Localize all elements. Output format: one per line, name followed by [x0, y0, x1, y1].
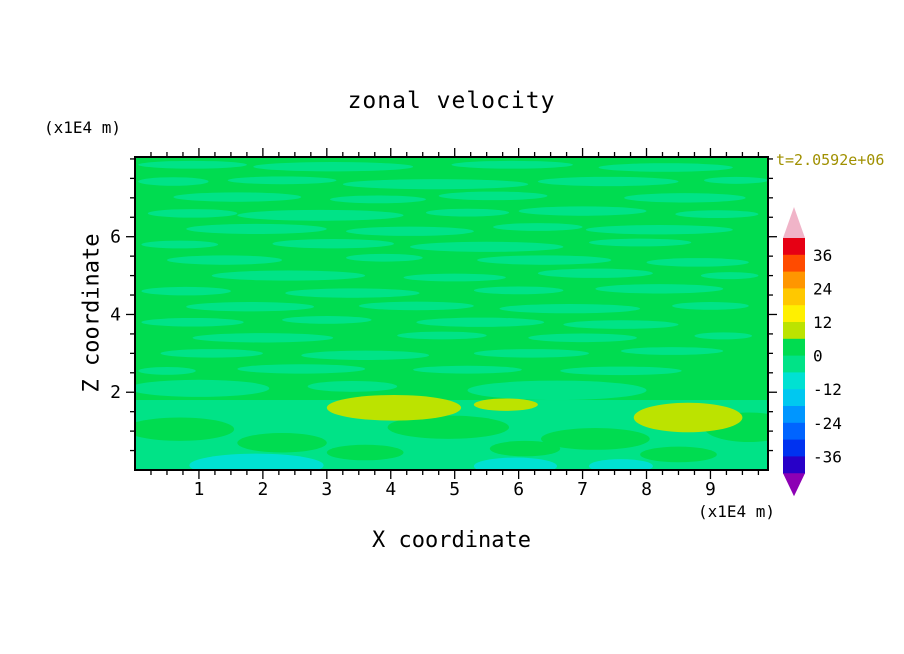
- svg-text:3: 3: [321, 479, 332, 500]
- svg-text:4: 4: [110, 304, 121, 325]
- svg-text:1: 1: [194, 479, 205, 500]
- svg-text:-24: -24: [813, 414, 842, 433]
- svg-text:0: 0: [813, 347, 823, 366]
- colorbar-bottom-arrow: [783, 473, 805, 497]
- svg-text:6: 6: [513, 479, 524, 500]
- colorbar-labels: 36 24 12 0 -12 -24 -36: [813, 246, 842, 467]
- x-axis-title: X coordinate: [372, 528, 531, 553]
- plot-border: [134, 156, 769, 471]
- colorbar-top-arrow: [783, 207, 805, 238]
- contour-field: [135, 157, 768, 470]
- svg-text:5: 5: [449, 479, 460, 500]
- z-tick-labels: 2 4 6: [110, 227, 121, 404]
- svg-text:6: 6: [110, 227, 121, 248]
- svg-text:-36: -36: [813, 447, 842, 466]
- svg-text:-12: -12: [813, 380, 842, 399]
- z-axis-unit-label: (x1E4 m): [44, 118, 122, 137]
- svg-text:2: 2: [110, 382, 121, 403]
- svg-text:2: 2: [257, 479, 268, 500]
- x-tick-labels: 1 2 3 4 5 6 7 8 9: [194, 479, 716, 500]
- svg-text:36: 36: [813, 246, 832, 265]
- svg-text:8: 8: [641, 479, 652, 500]
- x-axis-unit-label: (x1E4 m): [697, 502, 775, 521]
- time-label: t=2.0592e+06: [776, 151, 885, 169]
- plot-title: zonal velocity: [347, 88, 556, 114]
- svg-text:12: 12: [813, 313, 832, 332]
- colorbar: [783, 207, 805, 497]
- svg-text:4: 4: [385, 479, 396, 500]
- svg-text:24: 24: [813, 279, 832, 298]
- axis-ticks: [126, 148, 777, 479]
- svg-text:7: 7: [577, 479, 588, 500]
- svg-text:9: 9: [705, 479, 716, 500]
